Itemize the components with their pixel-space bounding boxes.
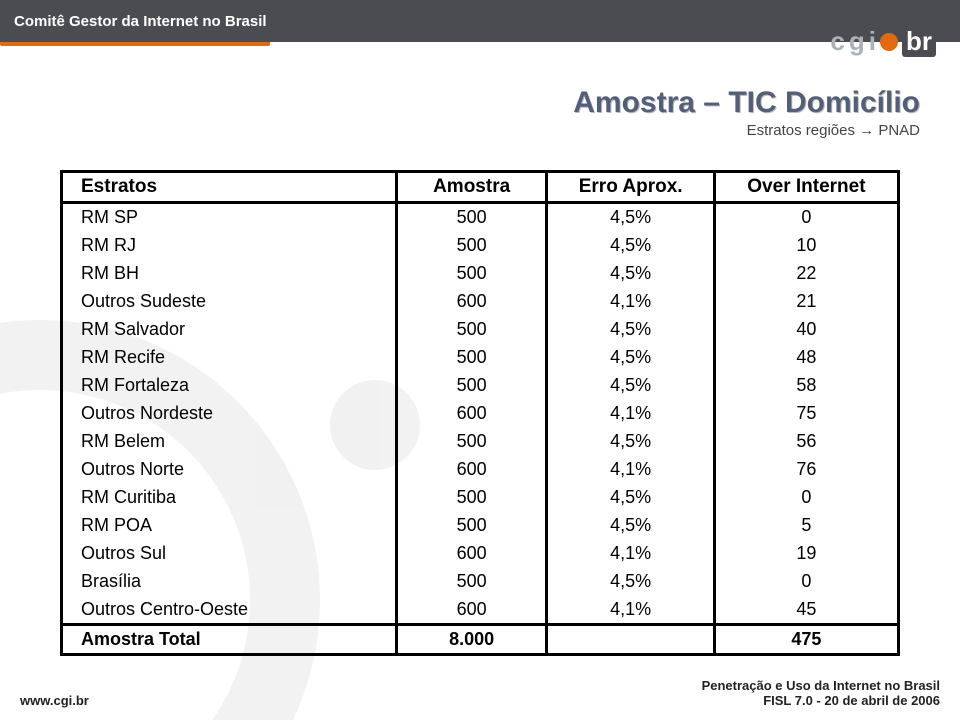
table-cell: Outros Sudeste — [62, 288, 397, 316]
table-cell: 45 — [714, 596, 898, 625]
table-row: RM Salvador5004,5%40 — [62, 316, 899, 344]
footer-right: Penetração e Uso da Internet no Brasil F… — [702, 678, 940, 708]
table-cell: 4,5% — [547, 260, 714, 288]
table-cell: RM POA — [62, 512, 397, 540]
logo-dot-icon — [880, 33, 898, 51]
table-cell: 500 — [396, 428, 547, 456]
table-cell: 76 — [714, 456, 898, 484]
footer-line2: FISL 7.0 - 20 de abril de 2006 — [702, 693, 940, 708]
table-footer-row: Amostra Total8.000 475 — [62, 625, 899, 655]
table-row: RM Belem5004,5%56 — [62, 428, 899, 456]
table-cell: 4,1% — [547, 288, 714, 316]
table-cell: RM BH — [62, 260, 397, 288]
table-cell: 58 — [714, 372, 898, 400]
table-row: RM POA5004,5%5 — [62, 512, 899, 540]
table-cell: 600 — [396, 596, 547, 625]
table-row: Outros Sul6004,1%19 — [62, 540, 899, 568]
table-cell: 4,5% — [547, 568, 714, 596]
table-row: Outros Sudeste6004,1%21 — [62, 288, 899, 316]
data-table: Estratos Amostra Erro Aprox. Over Intern… — [60, 170, 900, 656]
table-row: RM SP5004,5%0 — [62, 203, 899, 232]
table-cell: 600 — [396, 288, 547, 316]
table-row: Outros Norte6004,1%76 — [62, 456, 899, 484]
table-cell: 19 — [714, 540, 898, 568]
table-cell: Brasília — [62, 568, 397, 596]
table-row: RM Fortaleza5004,5%58 — [62, 372, 899, 400]
footer-line1: Penetração e Uso da Internet no Brasil — [702, 678, 940, 693]
table-cell: Outros Sul — [62, 540, 397, 568]
table-cell: 40 — [714, 316, 898, 344]
table-cell: 0 — [714, 568, 898, 596]
table-cell: 56 — [714, 428, 898, 456]
table-row: RM Recife5004,5%48 — [62, 344, 899, 372]
table-cell: RM Salvador — [62, 316, 397, 344]
table-cell: 4,5% — [547, 203, 714, 232]
table-cell: 0 — [714, 484, 898, 512]
table-row: Outros Centro-Oeste6004,1%45 — [62, 596, 899, 625]
table-cell: 500 — [396, 568, 547, 596]
table-cell: 4,5% — [547, 428, 714, 456]
table-row: RM RJ5004,5%10 — [62, 232, 899, 260]
table-cell: 4,1% — [547, 540, 714, 568]
table-cell: 4,5% — [547, 372, 714, 400]
table-cell: 8.000 — [396, 625, 547, 655]
col-estratos: Estratos — [62, 172, 397, 203]
table-cell: 21 — [714, 288, 898, 316]
table-cell: 500 — [396, 260, 547, 288]
table-cell: 0 — [714, 203, 898, 232]
table-cell: RM RJ — [62, 232, 397, 260]
table-row: RM BH5004,5%22 — [62, 260, 899, 288]
table-cell: RM Belem — [62, 428, 397, 456]
table-cell: 4,5% — [547, 316, 714, 344]
table-cell: 4,5% — [547, 484, 714, 512]
table-cell: 500 — [396, 512, 547, 540]
table-cell: 75 — [714, 400, 898, 428]
table-cell — [547, 625, 714, 655]
table-cell: RM Fortaleza — [62, 372, 397, 400]
table-cell: RM Curitiba — [62, 484, 397, 512]
table-cell: 5 — [714, 512, 898, 540]
slide-title: Amostra – TIC Domicílio — [573, 86, 920, 120]
table-cell: 475 — [714, 625, 898, 655]
table-cell: 10 — [714, 232, 898, 260]
table-cell: RM SP — [62, 203, 397, 232]
table-cell: Amostra Total — [62, 625, 397, 655]
accent-stripe — [0, 42, 960, 46]
col-over: Over Internet — [714, 172, 898, 203]
header-bar: Comitê Gestor da Internet no Brasil — [0, 0, 960, 42]
table-cell: 500 — [396, 232, 547, 260]
table-cell: 4,5% — [547, 344, 714, 372]
table-cell: 500 — [396, 372, 547, 400]
header-org: Comitê Gestor da Internet no Brasil — [14, 13, 267, 30]
table-cell: 600 — [396, 540, 547, 568]
table-cell: 500 — [396, 344, 547, 372]
slide-subtitle: Estratos regiões → PNAD — [573, 122, 920, 139]
col-erro: Erro Aprox. — [547, 172, 714, 203]
table-cell: RM Recife — [62, 344, 397, 372]
table-cell: 4,1% — [547, 596, 714, 625]
title-block: Amostra – TIC Domicílio Estratos regiões… — [573, 86, 920, 139]
table-cell: 600 — [396, 400, 547, 428]
col-amostra: Amostra — [396, 172, 547, 203]
table-cell: Outros Nordeste — [62, 400, 397, 428]
table-cell: 4,5% — [547, 232, 714, 260]
table-row: Outros Nordeste6004,1%75 — [62, 400, 899, 428]
table-cell: 22 — [714, 260, 898, 288]
table-cell: 500 — [396, 316, 547, 344]
table-header-row: Estratos Amostra Erro Aprox. Over Intern… — [62, 172, 899, 203]
cgi-br-logo: cgi br — [830, 26, 936, 57]
table-cell: 48 — [714, 344, 898, 372]
footer-url: www.cgi.br — [20, 693, 89, 708]
table-row: RM Curitiba5004,5%0 — [62, 484, 899, 512]
table-cell: Outros Norte — [62, 456, 397, 484]
table-cell: 600 — [396, 456, 547, 484]
table-cell: 500 — [396, 203, 547, 232]
table-cell: 4,1% — [547, 400, 714, 428]
table-cell: 500 — [396, 484, 547, 512]
table-cell: 4,5% — [547, 512, 714, 540]
table-cell: Outros Centro-Oeste — [62, 596, 397, 625]
table-cell: 4,1% — [547, 456, 714, 484]
table-row: Brasília5004,5%0 — [62, 568, 899, 596]
footer: www.cgi.br Penetração e Uso da Internet … — [20, 678, 940, 708]
